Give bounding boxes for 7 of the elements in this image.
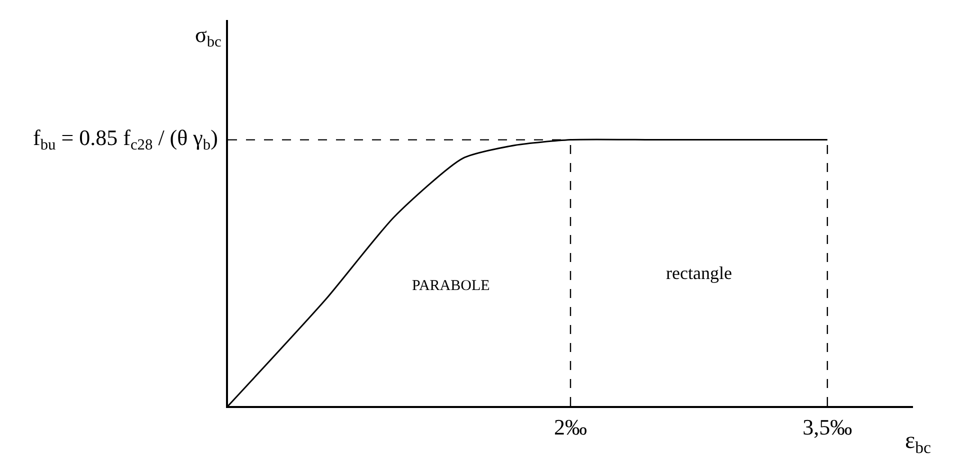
y-axis-title: σ$_{bc}$ bbox=[195, 22, 222, 51]
annotation: rectangle bbox=[666, 263, 732, 283]
x-tick-label: 3,5‰ bbox=[802, 414, 852, 440]
annotation: PARABOLE bbox=[412, 278, 490, 294]
x-tick-label: 2‰ bbox=[554, 414, 587, 440]
x-axis-title: ε$_{bc}$ bbox=[905, 428, 931, 458]
text: f$_{bu}$ = 0.85 f$_{c28}$ / (θ γ$_{b}$) bbox=[33, 125, 218, 154]
